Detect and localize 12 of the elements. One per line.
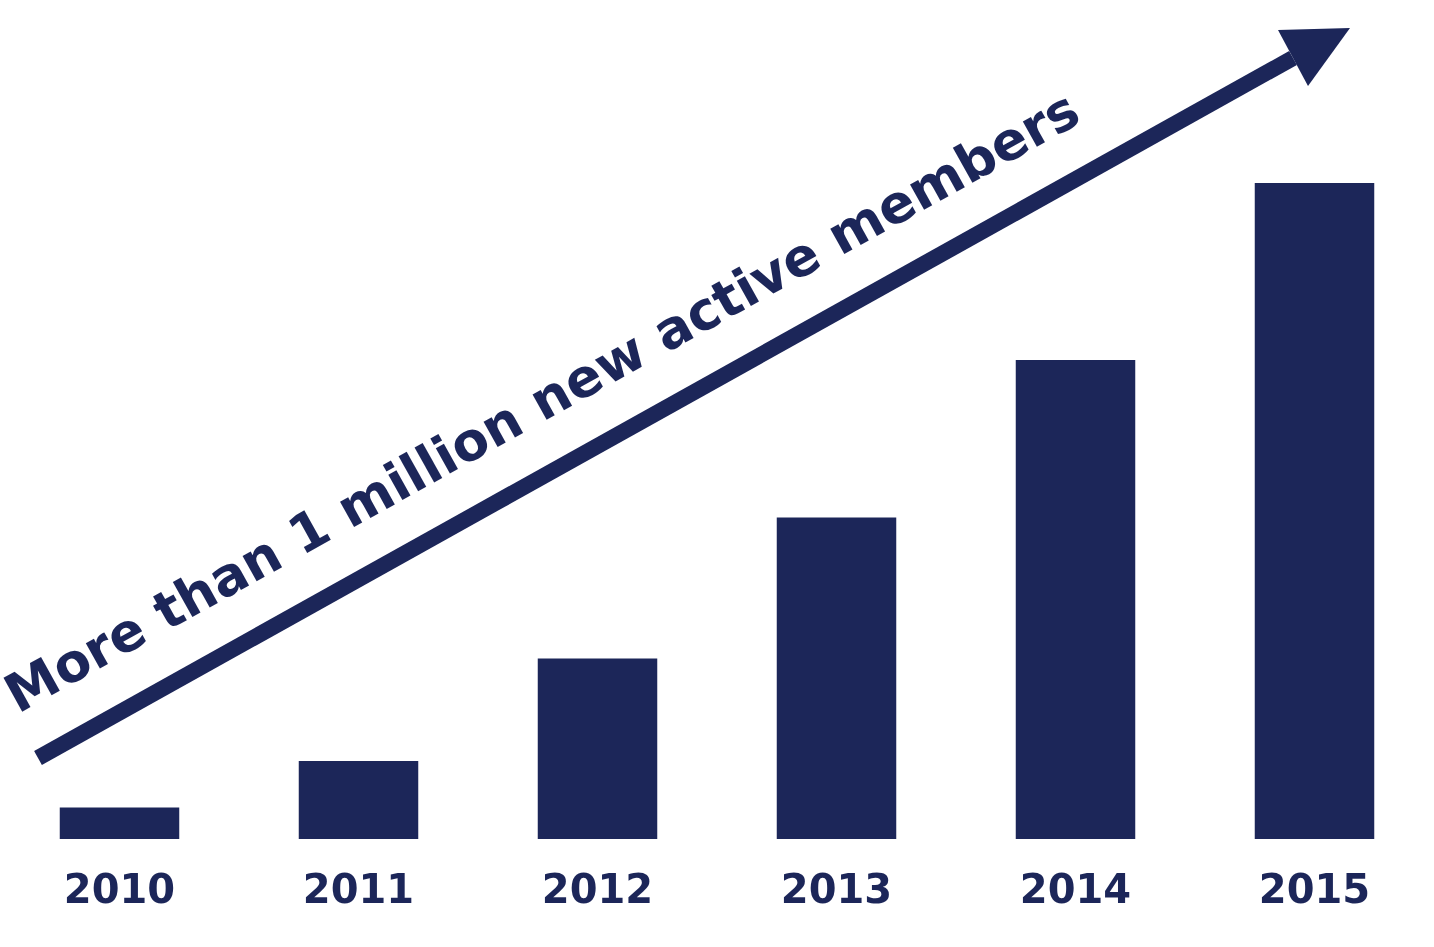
x-tick-label: 2013 — [780, 866, 893, 913]
x-tick-label: 2015 — [1258, 866, 1371, 913]
bar — [59, 807, 180, 839]
x-tick-label: 2010 — [63, 866, 176, 913]
x-tick-label: 2011 — [302, 866, 415, 913]
bar — [1254, 183, 1375, 839]
x-tick-label: 2012 — [541, 866, 654, 913]
bar — [1015, 360, 1136, 839]
bar — [776, 517, 897, 839]
bar — [298, 760, 419, 839]
bar — [537, 658, 658, 839]
x-tick-label: 2014 — [1019, 866, 1132, 913]
